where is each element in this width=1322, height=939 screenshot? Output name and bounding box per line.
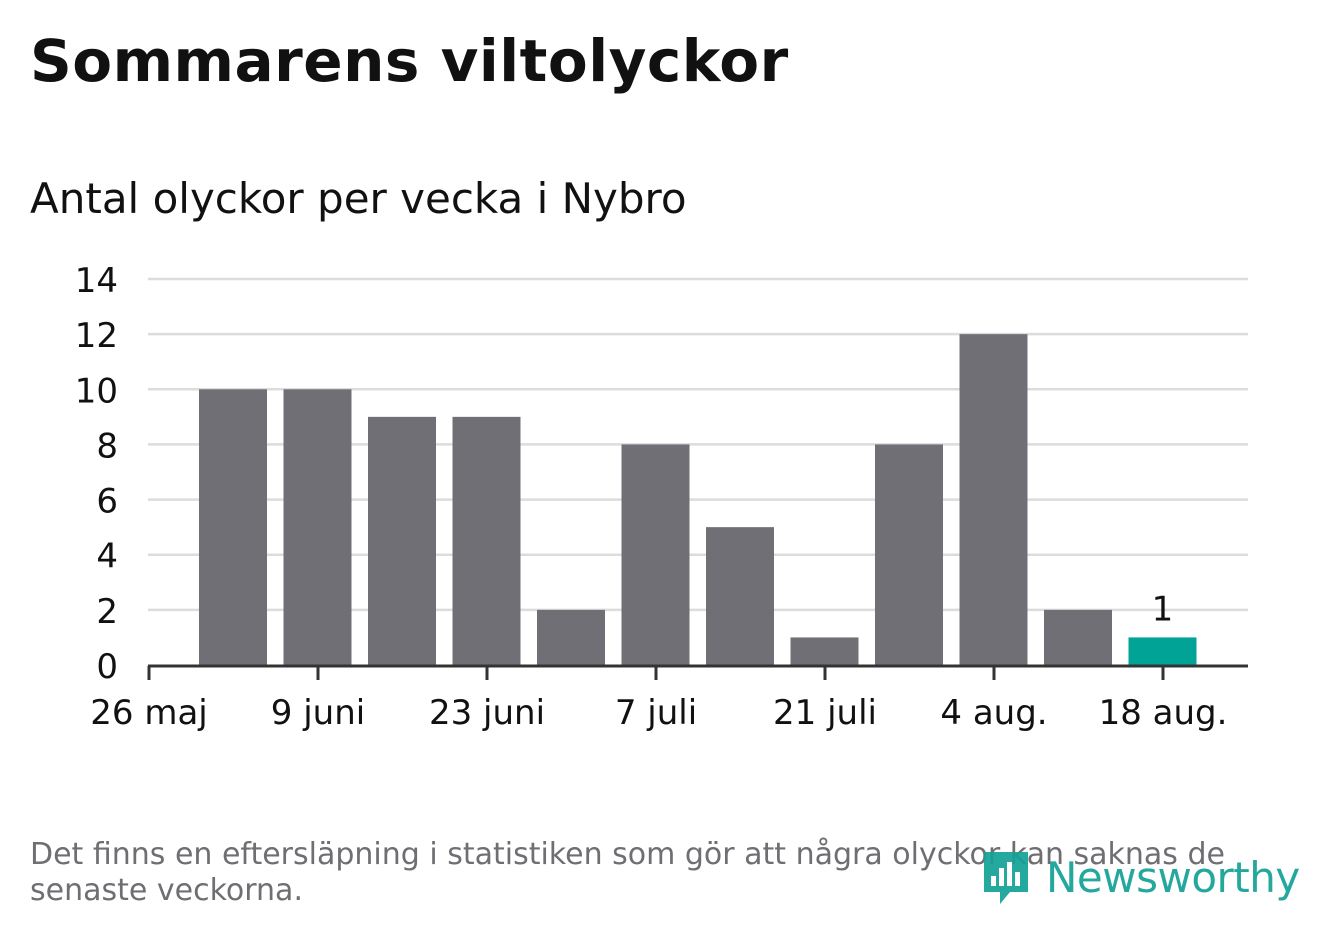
y-tick-label: 12 (75, 316, 118, 356)
data-labels: 1 (1152, 589, 1174, 629)
bar (199, 389, 267, 665)
bar (1044, 609, 1112, 665)
x-tick-label: 4 aug. (940, 693, 1047, 733)
x-tick-label: 26 maj (90, 693, 207, 733)
bars (199, 334, 1197, 665)
x-tick-label: 21 juli (773, 693, 877, 733)
y-axis-ticks: 0 2 4 6 8 10 12 14 (75, 261, 118, 687)
logo-text: Newsworthy (1046, 852, 1300, 902)
newsworthy-logo: Newsworthy (980, 846, 1300, 908)
y-tick-label: 0 (96, 647, 118, 687)
bar (621, 444, 690, 665)
y-tick-label: 10 (75, 371, 118, 411)
y-tick-label: 14 (75, 261, 118, 301)
bar-highlight (1128, 637, 1197, 665)
y-tick-label: 8 (96, 426, 118, 466)
data-label: 1 (1152, 589, 1174, 629)
bar (875, 444, 943, 665)
y-tick-label: 6 (96, 482, 118, 522)
x-axis-ticks: 26 maj 9 juni 23 juni 7 juli 21 juli 4 aug. 18… (90, 666, 1227, 733)
chart-subtitle: Antal olyckor per vecka i Nybro (30, 174, 687, 223)
x-tick-label: 7 juli (615, 693, 697, 733)
bar (537, 609, 605, 665)
y-tick-label: 2 (96, 592, 118, 632)
x-tick-label: 18 aug. (1099, 693, 1228, 733)
bar (706, 527, 774, 665)
x-tick-label: 23 juni (429, 693, 545, 733)
bar (452, 416, 521, 665)
bar (368, 416, 436, 665)
bar (790, 637, 859, 665)
bar-chart-bubble-icon (984, 852, 1028, 904)
x-tick-label: 9 juni (271, 693, 365, 733)
bar (283, 389, 352, 665)
chart-title: Sommarens viltolyckor (30, 27, 789, 95)
bar (959, 334, 1028, 665)
y-tick-label: 4 (96, 537, 118, 577)
